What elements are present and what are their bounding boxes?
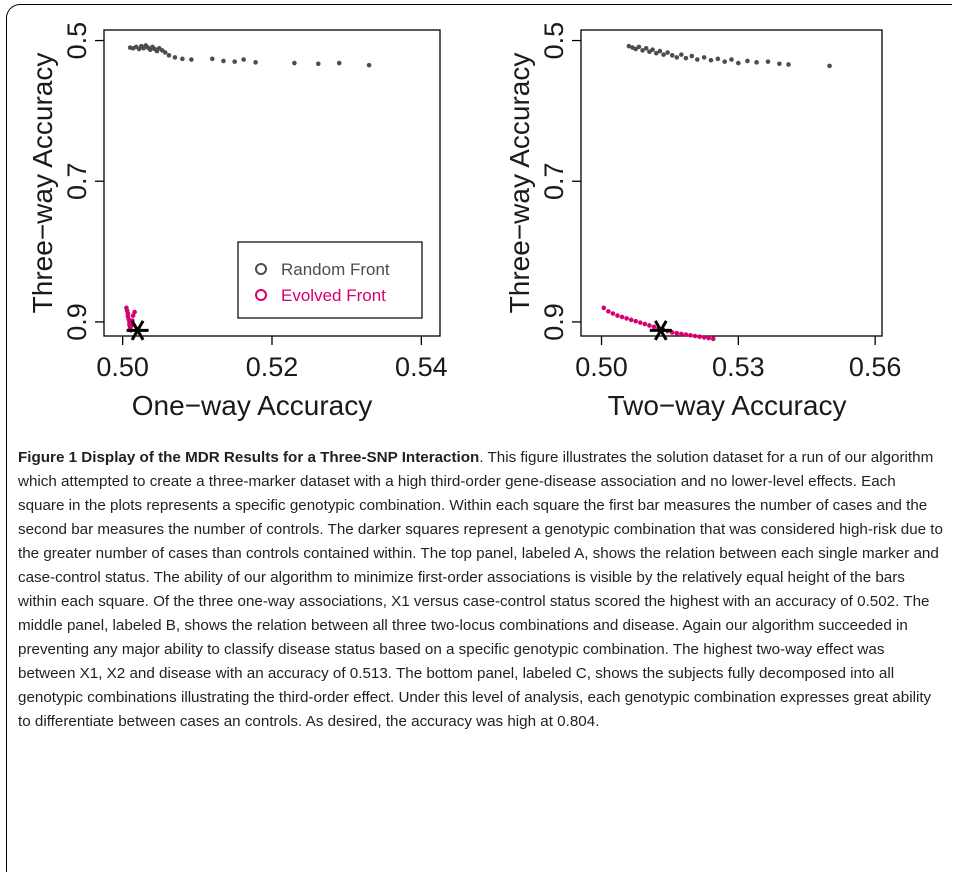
random-front-point [701,55,707,60]
solution-asterisk [649,320,672,341]
figure-frame [6,4,952,872]
y-tick-label: 0.5 [62,22,92,60]
random-front-point [180,56,185,62]
random-front-point [626,43,632,49]
random-front-point [736,60,741,66]
y-axis-label: Three−way Accuracy [27,53,58,314]
asterisk-stroke [654,320,668,341]
evolved-front-point [706,335,711,341]
evolved-front-point [710,336,716,342]
random-front-point [665,50,670,55]
random-front-point [653,50,659,56]
random-front-point [232,59,237,64]
x-tick-label: 0.56 [849,352,902,382]
random-front-point [754,60,759,65]
random-front-point [636,44,642,50]
evolved-front-point [130,313,136,318]
random-front-point [640,48,645,53]
random-front-point [172,55,178,60]
legend-label: Random Front [281,260,390,279]
random-front-point [729,57,734,62]
legend-marker [255,263,267,275]
random-front-point [643,45,649,51]
chart-one-way: 0.50 0.52 0.54 0.5 0.7 0.9 One−way Accuracy Thr… [27,22,448,421]
random-front-point [661,52,666,57]
legend-marker [255,289,267,301]
random-front-point [292,60,297,66]
y-tick-label: 0.9 [62,303,92,341]
random-front-point [253,60,258,65]
evolved-front-point [628,317,634,323]
x-axis-label: One−way Accuracy [132,390,372,421]
random-front-point [669,53,675,58]
random-front-point [715,56,721,62]
evolved-front-point [132,309,137,315]
random-front-point [827,63,832,69]
caption-title: Figure 1 Display of the MDR Results for … [18,449,480,466]
random-front-point [315,61,321,67]
random-front-point [745,58,750,64]
y-tick-label: 0.7 [539,162,569,200]
evolved-front-point [619,314,625,320]
y-axis-label: Three−way Accuracy [504,53,535,314]
random-front-point [650,47,655,52]
evolved-front-point [610,311,616,316]
x-tick-label: 0.50 [575,352,628,382]
x-tick-label: 0.54 [395,352,448,382]
random-front-point [708,57,714,63]
y-tick-label: 0.7 [62,162,92,200]
x-axis-label: Two−way Accuracy [608,390,847,421]
evolved-front-point [683,332,689,337]
evolved-front-point [674,330,680,336]
caption-body: . This figure illustrates the solution d… [18,449,943,730]
x-tick-label: 0.52 [246,352,299,382]
random-front-point [162,50,168,55]
random-front-point [777,61,782,67]
random-front-point [366,62,372,68]
evolved-front-point [692,333,698,339]
evolved-front-point [688,332,693,338]
evolved-front-point [633,318,639,324]
random-front-point [209,56,215,62]
evolved-front-point [637,320,643,325]
evolved-front-point [615,313,620,318]
evolved-front-point [601,305,607,311]
x-tick-label: 0.53 [712,352,765,382]
evolved-front-point [642,321,648,327]
y-tick-label: 0.9 [539,303,569,341]
random-front-point [674,55,680,60]
figure-caption: Figure 1 Display of the MDR Results for … [18,446,946,734]
plot-frame [580,29,883,337]
legend-label: Evolved Front [281,286,386,305]
x-tick-label: 0.50 [96,352,149,382]
evolved-front-point [606,309,611,314]
solution-asterisk [126,320,149,341]
random-front-point [689,53,695,59]
asterisk-stroke [130,320,145,341]
random-front-point [189,57,194,62]
evolved-front-point [697,334,702,340]
y-tick-label: 0.5 [539,22,569,60]
chart-two-way: 0.50 0.53 0.56 0.5 0.7 0.9 Two−way Accuracy Thr… [504,22,902,421]
random-front-point [786,62,791,67]
legend-box [237,241,423,319]
evolved-front-point [624,316,629,321]
random-front-point [683,55,689,61]
random-front-point [166,53,172,58]
random-front-point [765,59,771,64]
random-front-point [241,57,246,62]
random-front-point [722,59,727,64]
evolved-front-point [647,323,652,328]
random-front-point [336,60,342,66]
evolved-front-point [701,335,707,340]
random-front-point [657,48,663,54]
random-front-point [694,57,700,62]
random-front-point [221,58,226,64]
random-front-point [679,52,684,57]
evolved-front-point [679,331,684,337]
evolved-front-point [651,324,657,330]
